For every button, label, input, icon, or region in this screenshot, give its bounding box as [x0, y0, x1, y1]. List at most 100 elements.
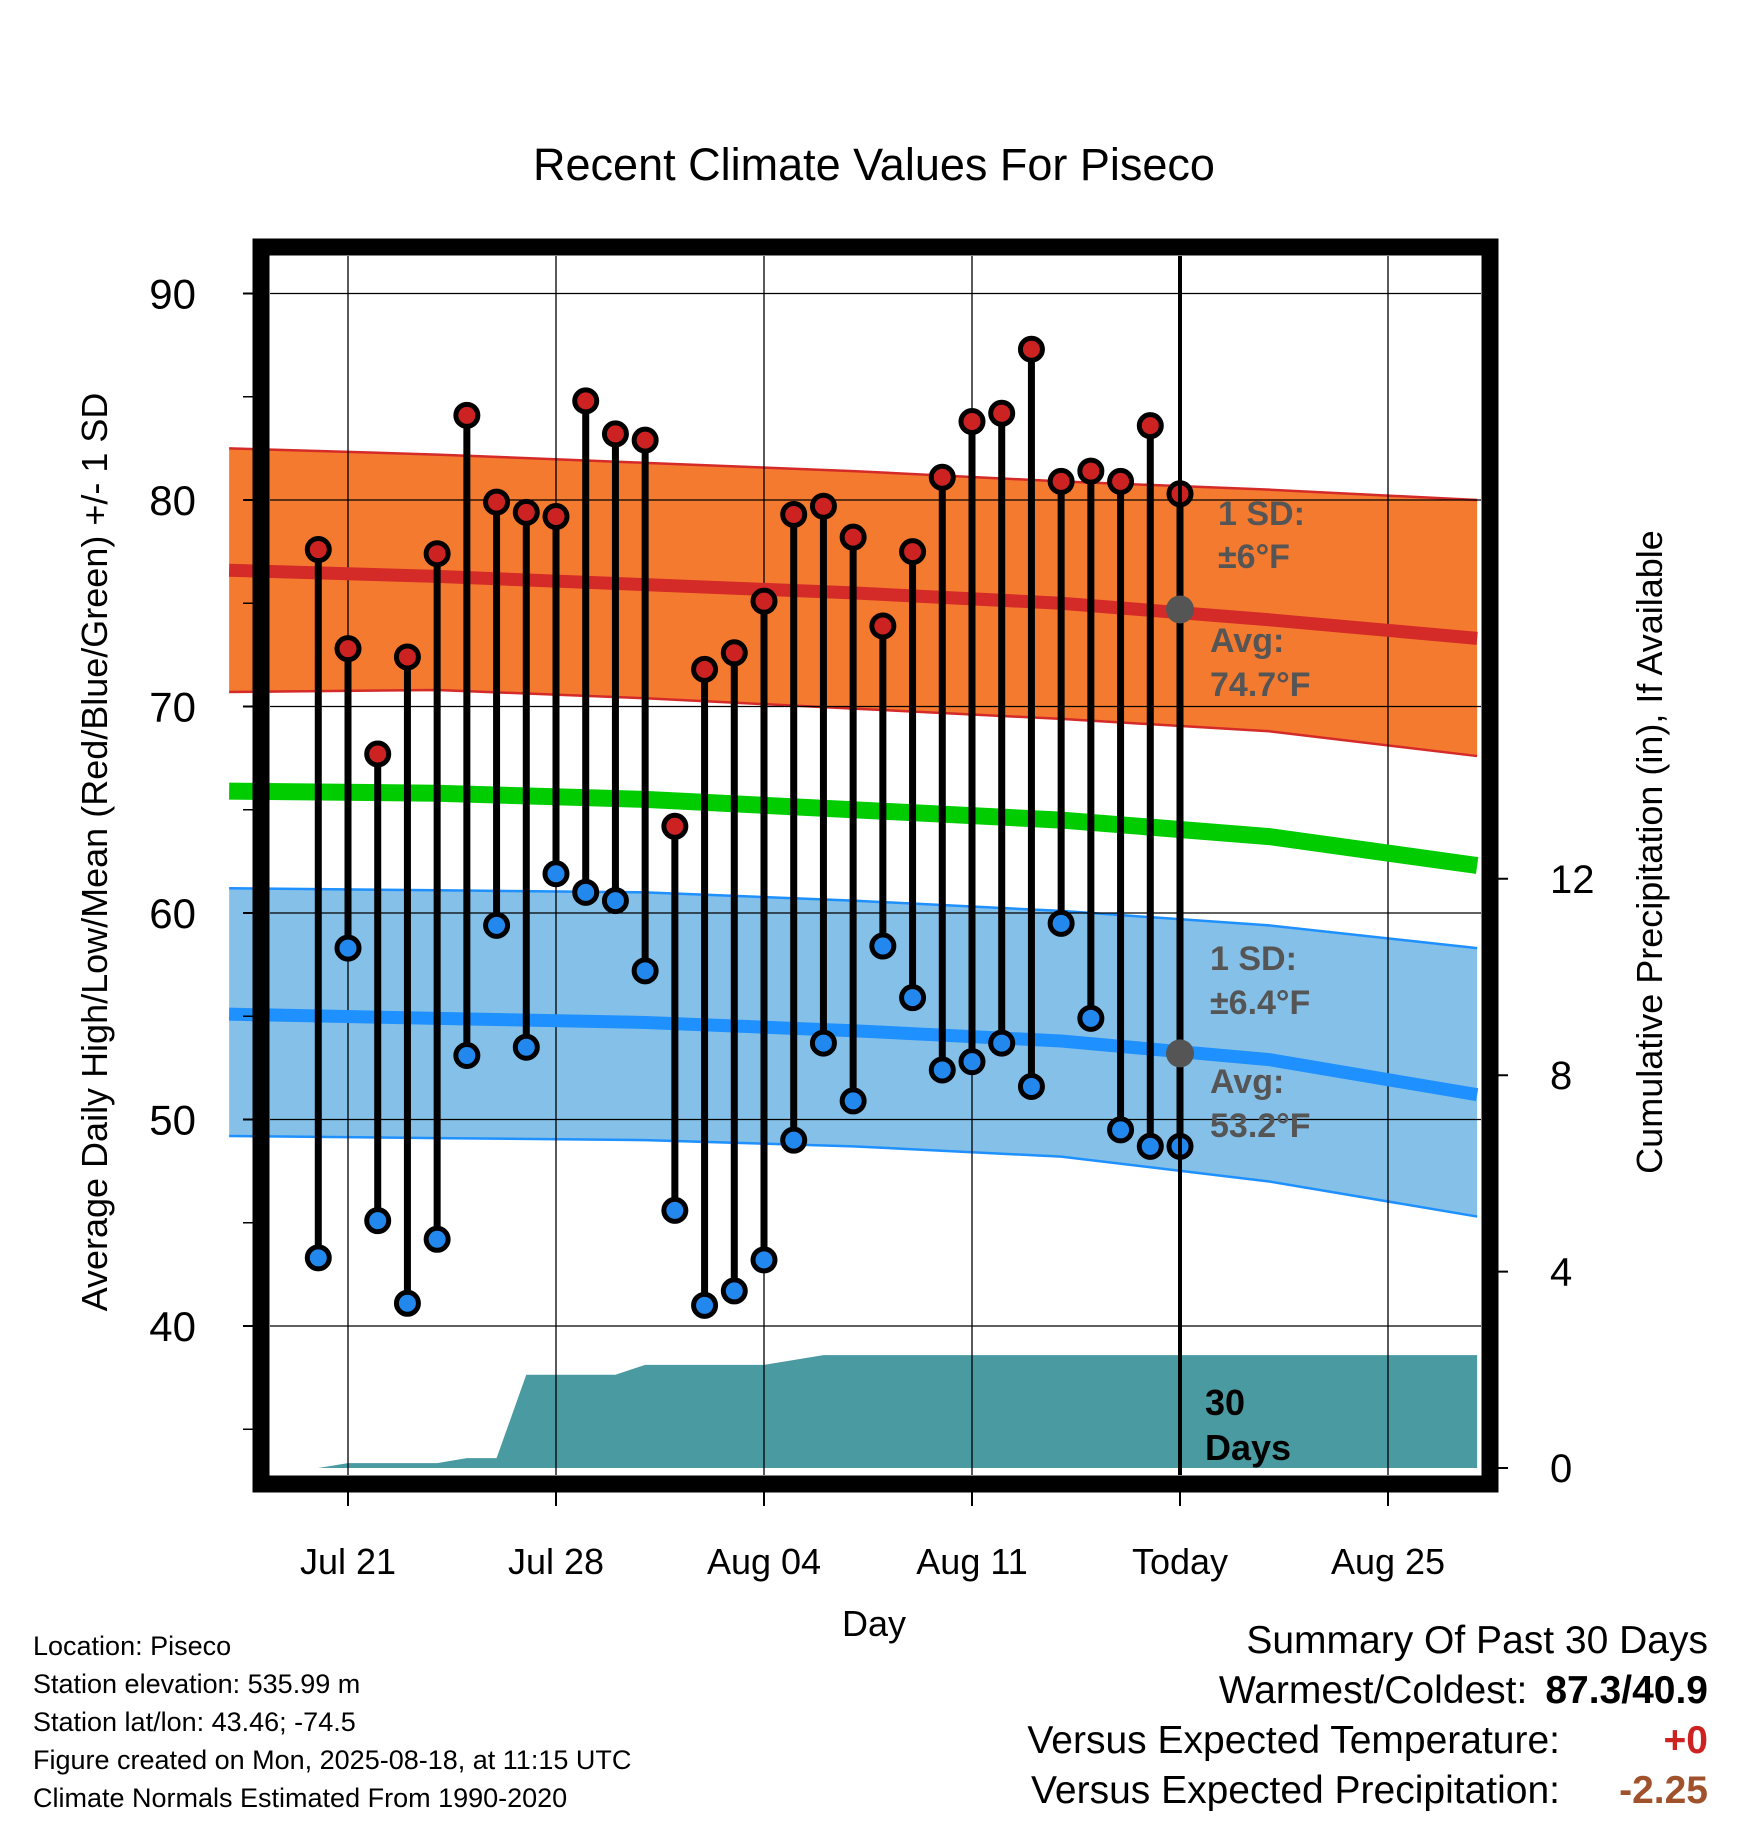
high-temp-point	[631, 426, 659, 454]
low-temp-point	[691, 1291, 719, 1319]
x-tick-label: Aug 25	[1331, 1541, 1445, 1582]
high-temp-point	[1107, 467, 1135, 495]
high-temp-point	[334, 635, 362, 663]
low-temp-point	[1136, 1132, 1164, 1160]
high-temp-point	[1047, 467, 1075, 495]
temp-value: +0	[1663, 1719, 1708, 1762]
low-temp-point	[839, 1087, 867, 1115]
y-tick-label: 60	[149, 890, 196, 937]
high-avg-value: 74.7°F	[1210, 666, 1311, 704]
low-temp-point	[1017, 1072, 1045, 1100]
latlon-text: Station lat/lon: 43.46; -74.5	[33, 1707, 356, 1737]
high-temp-point	[691, 655, 719, 683]
high-temp-point	[483, 488, 511, 516]
high-temp-point	[1077, 457, 1105, 485]
low-temp-point	[631, 957, 659, 985]
high-temp-point	[750, 587, 778, 615]
high-temp-point	[364, 740, 392, 768]
y2-axis-label: Cumulative Precipitation (in), If Availa…	[1629, 530, 1670, 1174]
y2-tick-label: 8	[1550, 1054, 1572, 1098]
location-text: Location: Piseco	[33, 1631, 232, 1661]
today-low-avg-marker	[1166, 1039, 1194, 1068]
low-temp-point	[958, 1048, 986, 1076]
high-sd-band-upper-edge	[229, 447, 1478, 502]
summary-temp-row: Versus Expected Temperature: +0	[1027, 1716, 1708, 1766]
low-temp-point	[1107, 1116, 1135, 1144]
low-temp-point	[572, 878, 600, 906]
high-temp-point	[423, 540, 451, 568]
low-avg-label: Avg:	[1210, 1063, 1284, 1101]
warmest-value: 87.3/40.9	[1545, 1669, 1708, 1712]
y-tick-label: 40	[149, 1303, 196, 1350]
high-temp-point	[869, 612, 897, 640]
high-temp-point	[1017, 335, 1045, 363]
x-tick-label: Jul 21	[300, 1541, 396, 1582]
low-temp-point	[869, 932, 897, 960]
days-label-number: 30	[1205, 1382, 1245, 1423]
high-temp-point	[572, 387, 600, 415]
summary-title: Summary Of Past 30 Days	[1246, 1619, 1708, 1662]
warmest-label: Warmest/Coldest:	[1218, 1669, 1528, 1712]
y2-tick-label: 0	[1550, 1447, 1572, 1491]
elevation-text: Station elevation: 535.99 m	[33, 1669, 361, 1699]
high-temp-point	[601, 420, 629, 448]
high-temp-point	[899, 538, 927, 566]
low-avg-value: 53.2°F	[1210, 1107, 1311, 1145]
chart-title: Recent Climate Values For Piseco	[533, 139, 1215, 190]
low-temp-point	[542, 860, 570, 888]
x-tick-label: Jul 28	[508, 1541, 604, 1582]
high-temp-point	[928, 463, 956, 491]
high-temp-point	[720, 639, 748, 667]
low-temp-point	[423, 1225, 451, 1253]
low-temp-point	[1047, 909, 1075, 937]
x-tick-label: Aug 11	[916, 1541, 1027, 1582]
low-temp-point	[393, 1289, 421, 1317]
summary-panel: Summary Of Past 30 Days Warmest/Coldest:…	[1027, 1616, 1708, 1816]
low-temp-point	[601, 887, 629, 915]
low-temp-point	[720, 1277, 748, 1305]
x-tick-label: Today	[1132, 1541, 1228, 1582]
y-tick-label: 90	[149, 271, 196, 318]
normals-text: Climate Normals Estimated From 1990-2020	[33, 1783, 568, 1813]
high-sd-value: ±6°F	[1218, 538, 1290, 576]
high-temp-point	[988, 399, 1016, 427]
y-tick-label: 50	[149, 1097, 196, 1144]
low-sd-value: ±6.4°F	[1210, 984, 1310, 1022]
precip-area	[318, 1355, 1478, 1468]
high-temp-point	[453, 401, 481, 429]
high-temp-point	[958, 408, 986, 436]
low-temp-point	[750, 1246, 778, 1274]
low-temp-point	[988, 1029, 1016, 1057]
y-tick-label: 80	[149, 477, 196, 524]
low-temp-point	[512, 1033, 540, 1061]
y-tick-label: 70	[149, 684, 196, 731]
high-avg-label: Avg:	[1210, 622, 1284, 660]
temp-label: Versus Expected Temperature:	[1027, 1719, 1560, 1762]
high-temp-point	[780, 500, 808, 528]
today-high-avg-marker	[1166, 595, 1194, 624]
high-temp-point	[809, 492, 837, 520]
high-temp-point	[393, 643, 421, 671]
low-temp-point	[1077, 1004, 1105, 1032]
high-temp-point	[1136, 412, 1164, 440]
low-temp-point	[899, 984, 927, 1012]
y2-tick-label: 4	[1550, 1251, 1572, 1295]
y-axis-label: Average Daily High/Low/Mean (Red/Blue/Gr…	[74, 393, 115, 1312]
days-label-text: Days	[1205, 1427, 1291, 1468]
high-sd-label: 1 SD:	[1218, 495, 1305, 533]
high-temp-point	[661, 812, 689, 840]
low-temp-point	[928, 1056, 956, 1084]
low-temp-point	[364, 1207, 392, 1235]
low-temp-point	[809, 1029, 837, 1057]
low-temp-point	[661, 1196, 689, 1224]
precip-value: -2.25	[1619, 1769, 1708, 1812]
y2-tick-label: 12	[1550, 858, 1595, 902]
precip-label: Versus Expected Precipitation:	[1031, 1769, 1560, 1812]
station-info: Location: Piseco Station elevation: 535.…	[33, 1627, 631, 1817]
low-temp-point	[453, 1041, 481, 1069]
low-temp-point	[483, 911, 511, 939]
low-temp-point	[780, 1126, 808, 1154]
low-sd-label: 1 SD:	[1210, 940, 1297, 978]
summary-precip-row: Versus Expected Precipitation: -2.25	[1027, 1766, 1708, 1816]
